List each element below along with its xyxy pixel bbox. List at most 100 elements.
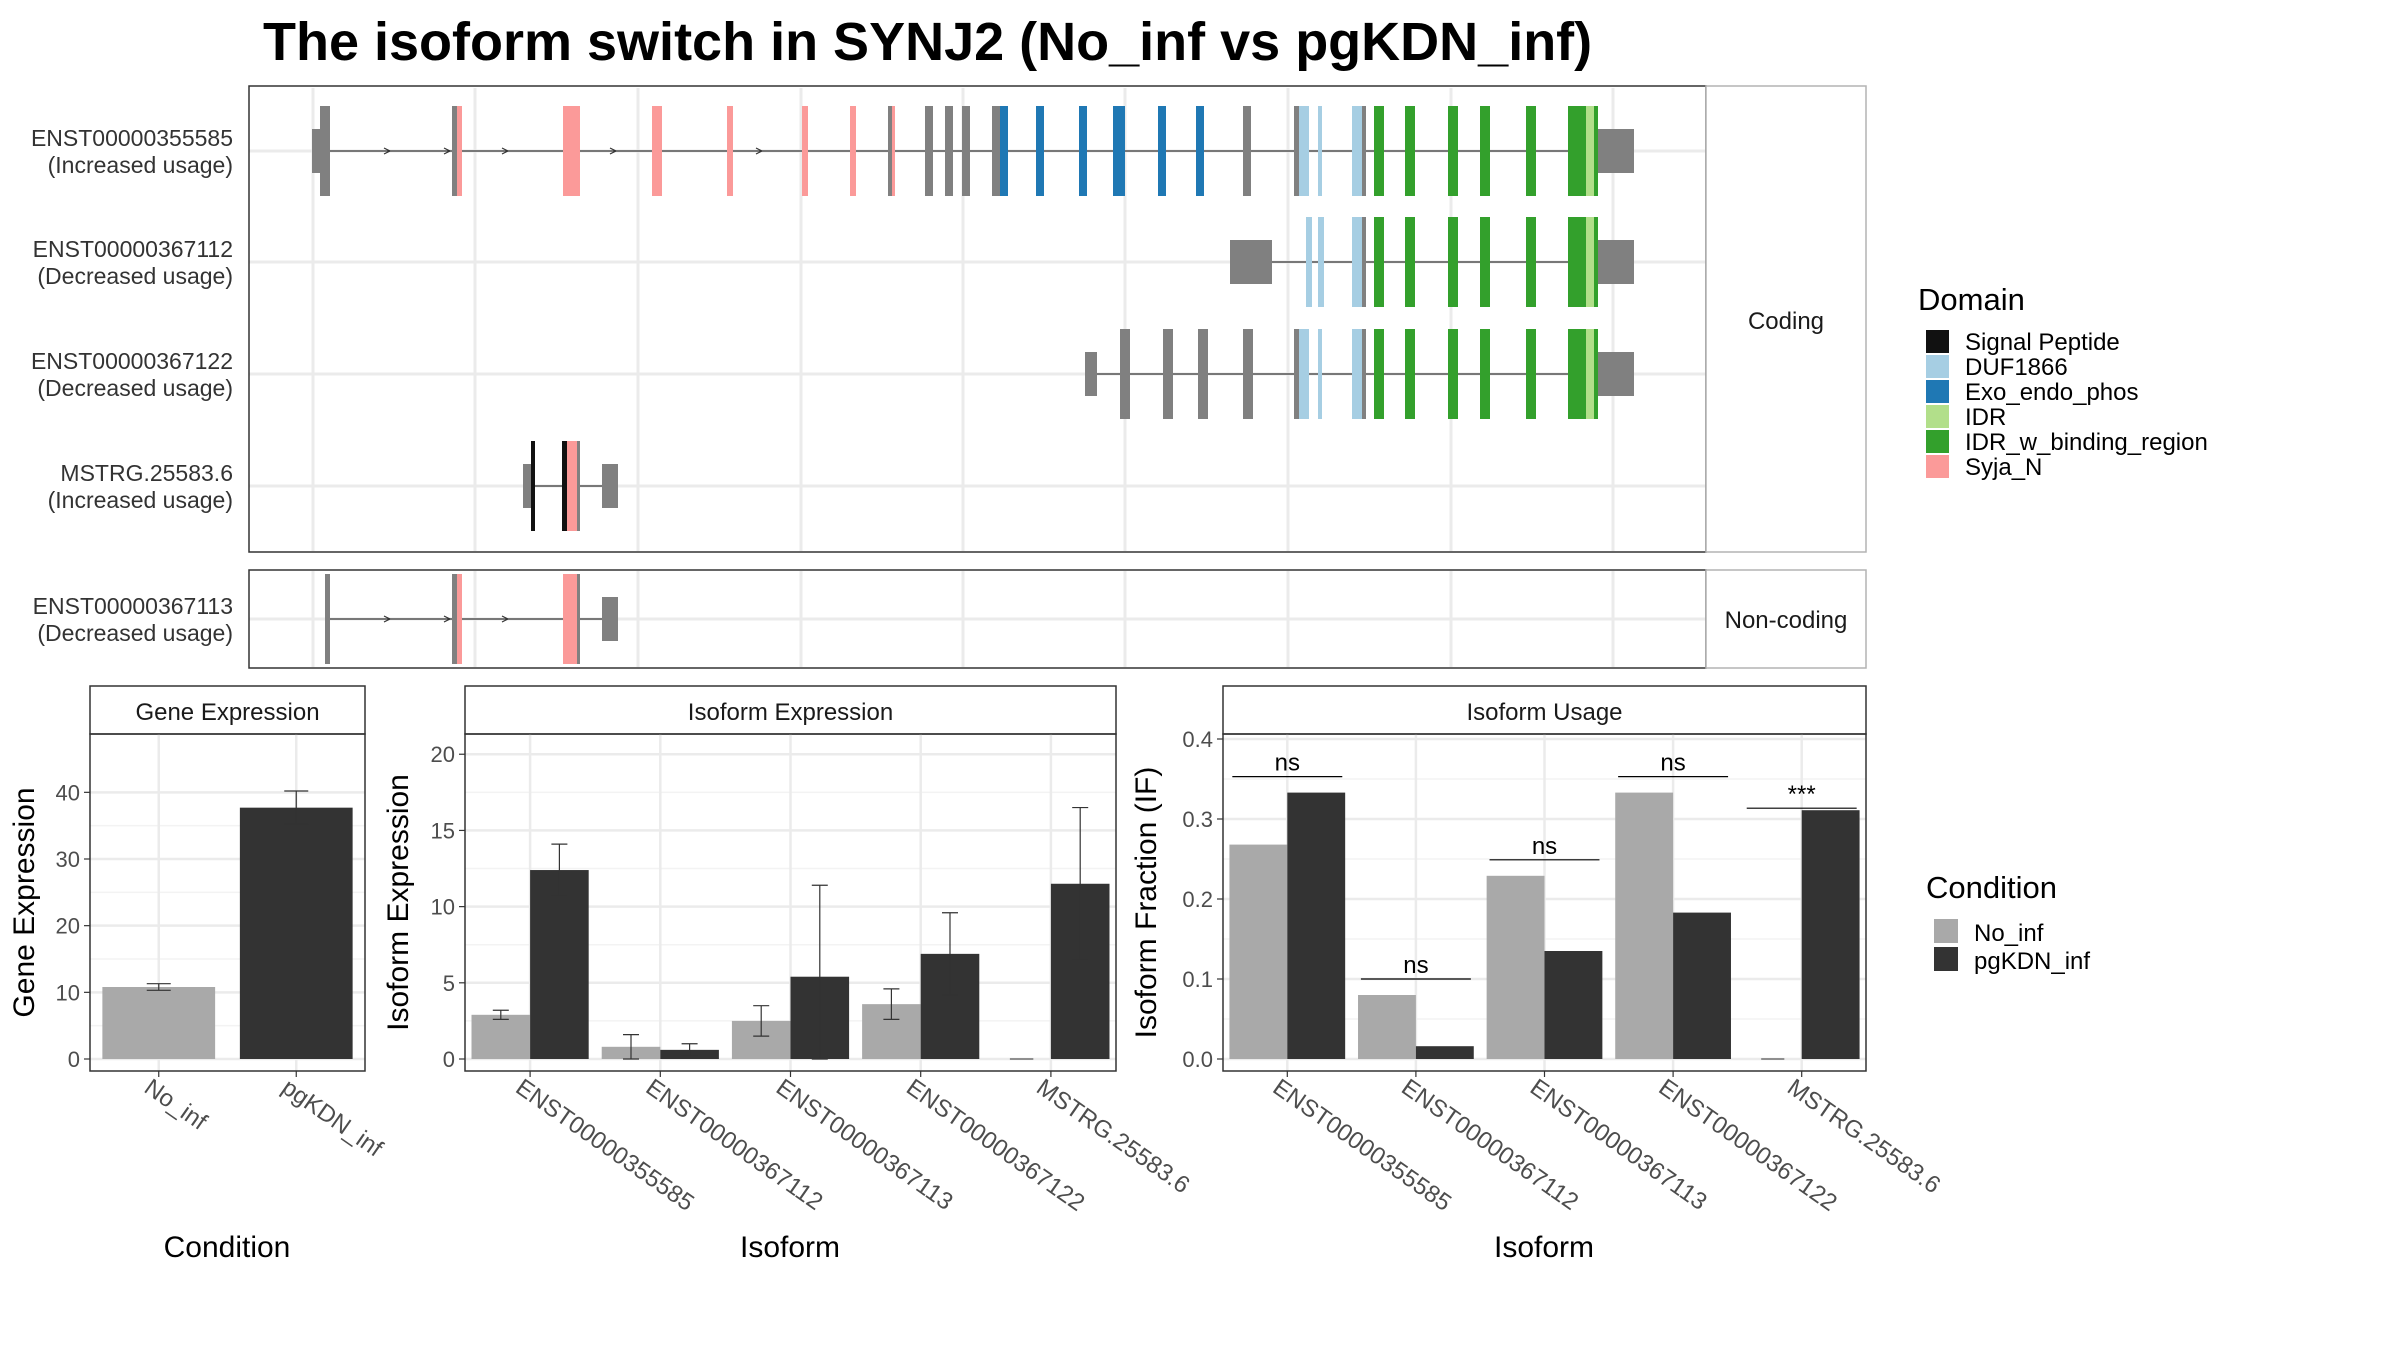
exon-block bbox=[1362, 106, 1366, 196]
exon-block bbox=[1598, 352, 1634, 396]
panel-strip bbox=[464, 685, 1117, 735]
strand-arrow bbox=[443, 147, 452, 155]
exon-block bbox=[802, 106, 808, 196]
transcript-structure-panel: CodingNon-codingENST00000355585(Increase… bbox=[31, 85, 1867, 669]
figure-title: The isoform switch in SYNJ2 (No_inf vs p… bbox=[263, 12, 1592, 72]
transcript-usage-label: (Decreased usage) bbox=[37, 620, 233, 646]
panel-isoform-expression: Isoform Expression05101520ENST0000035558… bbox=[382, 685, 1194, 1264]
exon-block bbox=[320, 106, 330, 196]
legend-key-exo-endo-phos bbox=[1926, 380, 1949, 403]
bar bbox=[102, 987, 216, 1059]
exon-block bbox=[1306, 217, 1312, 307]
x-axis-title: Isoform bbox=[740, 1231, 840, 1264]
panel-strip-title: Isoform Expression bbox=[688, 699, 893, 726]
exon-block bbox=[1079, 106, 1087, 196]
exon-block bbox=[1352, 106, 1362, 196]
exon-block bbox=[1374, 329, 1384, 419]
legend-label: Syja_N bbox=[1965, 454, 2042, 481]
exon-block bbox=[312, 129, 322, 173]
bar bbox=[1358, 995, 1416, 1059]
exon-block bbox=[1120, 329, 1130, 419]
y-tick-label: 15 bbox=[431, 818, 455, 843]
exon-block bbox=[1405, 329, 1415, 419]
domain-legend-title: Domain bbox=[1918, 282, 2025, 317]
legend-key-idr-w-binding-region bbox=[1926, 430, 1949, 453]
significance-label: ns bbox=[1403, 952, 1428, 979]
legend-key-condition bbox=[1934, 919, 1958, 943]
x-axis-title: Condition bbox=[164, 1231, 291, 1264]
exon-block bbox=[1352, 329, 1362, 419]
exon-block bbox=[563, 106, 580, 196]
exon-block bbox=[1526, 217, 1536, 307]
exon-block bbox=[1594, 329, 1598, 419]
legend-key-signal-peptide bbox=[1926, 330, 1949, 353]
legend-key-syja-n bbox=[1926, 455, 1949, 478]
x-tick-label: No_inf bbox=[139, 1074, 212, 1136]
exon-block bbox=[1586, 106, 1594, 196]
exon-block bbox=[602, 464, 618, 508]
exon-block bbox=[1526, 329, 1536, 419]
exon-block bbox=[1480, 329, 1490, 419]
y-tick-label: 40 bbox=[56, 780, 80, 805]
exon-block bbox=[727, 106, 733, 196]
bar bbox=[530, 870, 589, 1059]
bar bbox=[1544, 951, 1603, 1059]
exon-block bbox=[1374, 106, 1384, 196]
strand-arrow bbox=[501, 615, 510, 623]
noncoding-strip-label: Non-coding bbox=[1725, 607, 1848, 634]
legend-label: IDR bbox=[1965, 404, 2006, 431]
significance-label: ns bbox=[1660, 750, 1685, 777]
noncoding-strip bbox=[1705, 569, 1867, 669]
strand-arrow bbox=[383, 147, 392, 155]
bar bbox=[1615, 792, 1674, 1059]
transcript-usage-label: (Decreased usage) bbox=[37, 263, 233, 289]
exon-block bbox=[1299, 329, 1309, 419]
exon-block bbox=[1299, 106, 1309, 196]
exon-block bbox=[523, 464, 531, 508]
exon-block bbox=[1318, 106, 1322, 196]
exon-block bbox=[452, 574, 457, 664]
bar bbox=[1486, 875, 1545, 1059]
exon-block bbox=[1568, 217, 1586, 307]
panel-isoform-usage: Isoform Usagensnsnsns***0.00.10.20.30.4E… bbox=[1130, 685, 1945, 1264]
legend-label: Signal Peptide bbox=[1965, 329, 2120, 356]
exon-block bbox=[1594, 106, 1598, 196]
exon-block bbox=[531, 441, 535, 531]
exon-block bbox=[1448, 329, 1458, 419]
bar bbox=[239, 807, 353, 1059]
exon-block bbox=[1598, 129, 1634, 173]
panel-border bbox=[89, 733, 366, 1072]
exon-block bbox=[1243, 106, 1251, 196]
legend-label: pgKDN_inf bbox=[1974, 948, 2090, 975]
y-tick-label: 10 bbox=[431, 895, 455, 920]
exon-block bbox=[1448, 217, 1458, 307]
exon-block bbox=[945, 106, 953, 196]
exon-block bbox=[1318, 217, 1324, 307]
panel-strip-title: Isoform Usage bbox=[1466, 699, 1622, 726]
panel-strip bbox=[89, 685, 366, 735]
strand-arrow bbox=[501, 147, 510, 155]
y-tick-label: 30 bbox=[56, 847, 80, 872]
exon-block bbox=[1405, 106, 1415, 196]
y-tick-label: 20 bbox=[56, 914, 80, 939]
exon-block bbox=[602, 597, 618, 641]
exon-block bbox=[577, 441, 580, 531]
exon-block bbox=[1480, 106, 1490, 196]
exon-block bbox=[1000, 106, 1008, 196]
legend-label: Exo_endo_phos bbox=[1965, 379, 2138, 406]
exon-block bbox=[1568, 329, 1586, 419]
transcript-id-label: ENST00000367112 bbox=[33, 236, 233, 262]
y-tick-label: 10 bbox=[56, 980, 80, 1005]
exon-block bbox=[1586, 329, 1594, 419]
coding-strip-label: Coding bbox=[1748, 308, 1824, 335]
exon-block bbox=[577, 574, 580, 664]
exon-block bbox=[562, 441, 567, 531]
transcript-usage-label: (Decreased usage) bbox=[37, 375, 233, 401]
domain-legend: Domain Signal PeptideDUF1866Exo_endo_pho… bbox=[1918, 282, 2208, 481]
strand-arrow bbox=[443, 615, 452, 623]
exon-block bbox=[1243, 329, 1253, 419]
legend-label: IDR_w_binding_region bbox=[1965, 429, 2208, 456]
exon-block bbox=[1405, 217, 1415, 307]
